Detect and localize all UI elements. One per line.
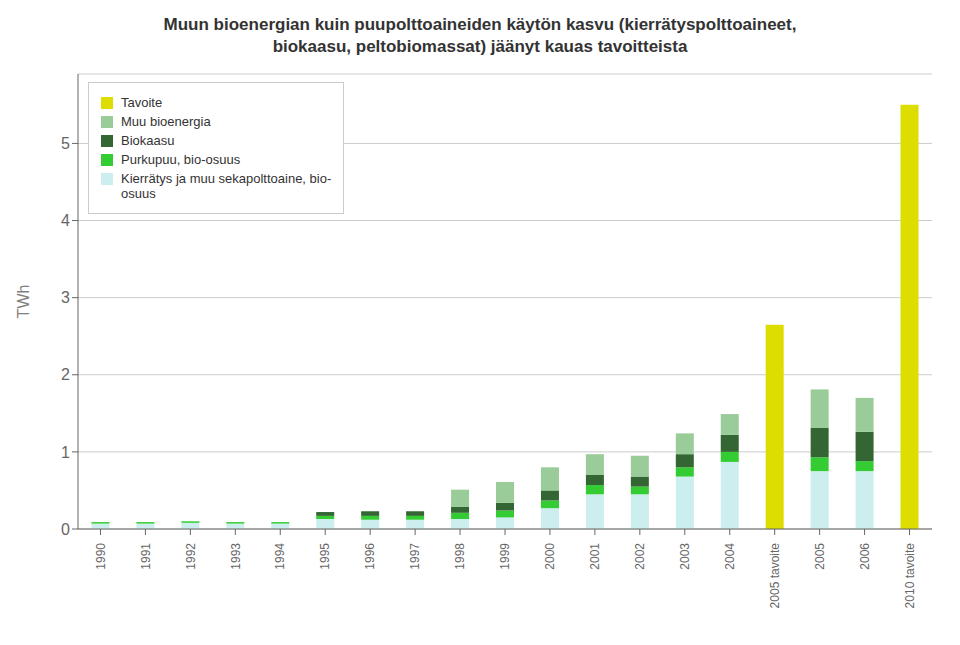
svg-text:1991: 1991 [139,543,153,570]
html-text:osuus: osuus [121,186,156,201]
svg-text:1993: 1993 [229,543,243,570]
svg-text:2004: 2004 [723,543,737,570]
svg-text:3: 3 [61,289,70,306]
svg-text:2005: 2005 [813,543,827,570]
svg-text:2003: 2003 [678,543,692,570]
svg-text:1994: 1994 [273,543,287,570]
svg-text:5: 5 [61,135,70,152]
html-text:biokaasu, peltobiomassat) jään: biokaasu, peltobiomassat) jäänyt kauas t… [272,37,688,56]
svg-text:2006: 2006 [858,543,872,570]
html-text:Purkupuu, bio-osuus: Purkupuu, bio-osuus [121,152,241,167]
svg-text:1997: 1997 [408,543,422,570]
svg-text:2002: 2002 [633,543,647,570]
svg-text:1990: 1990 [94,543,108,570]
svg-text:TWh: TWh [15,285,32,319]
html-text:Muun bioenergian kuin puupoltt: Muun bioenergian kuin puupolttoaineiden … [163,15,797,34]
html-text:Muu bioenergia: Muu bioenergia [121,114,211,129]
svg-text:2: 2 [61,366,70,383]
html-text:Tavoite: Tavoite [121,95,163,110]
svg-text:2005 tavoite: 2005 tavoite [768,543,782,609]
svg-text:1996: 1996 [363,543,377,570]
svg-text:1998: 1998 [453,543,467,570]
svg-text:1999: 1999 [498,543,512,570]
svg-text:4: 4 [61,212,70,229]
svg-text:1995: 1995 [318,543,332,570]
html-text:Biokaasu: Biokaasu [121,133,175,148]
svg-text:2010 tavoite: 2010 tavoite [903,543,917,609]
svg-text:1992: 1992 [184,543,198,570]
svg-text:1: 1 [61,444,70,461]
html-text:Kierrätys ja muu sekapolttoain: Kierrätys ja muu sekapolttoaine, bio- [121,171,332,186]
svg-text:2001: 2001 [588,543,602,570]
svg-text:2000: 2000 [543,543,557,570]
svg-text:0: 0 [61,521,70,538]
